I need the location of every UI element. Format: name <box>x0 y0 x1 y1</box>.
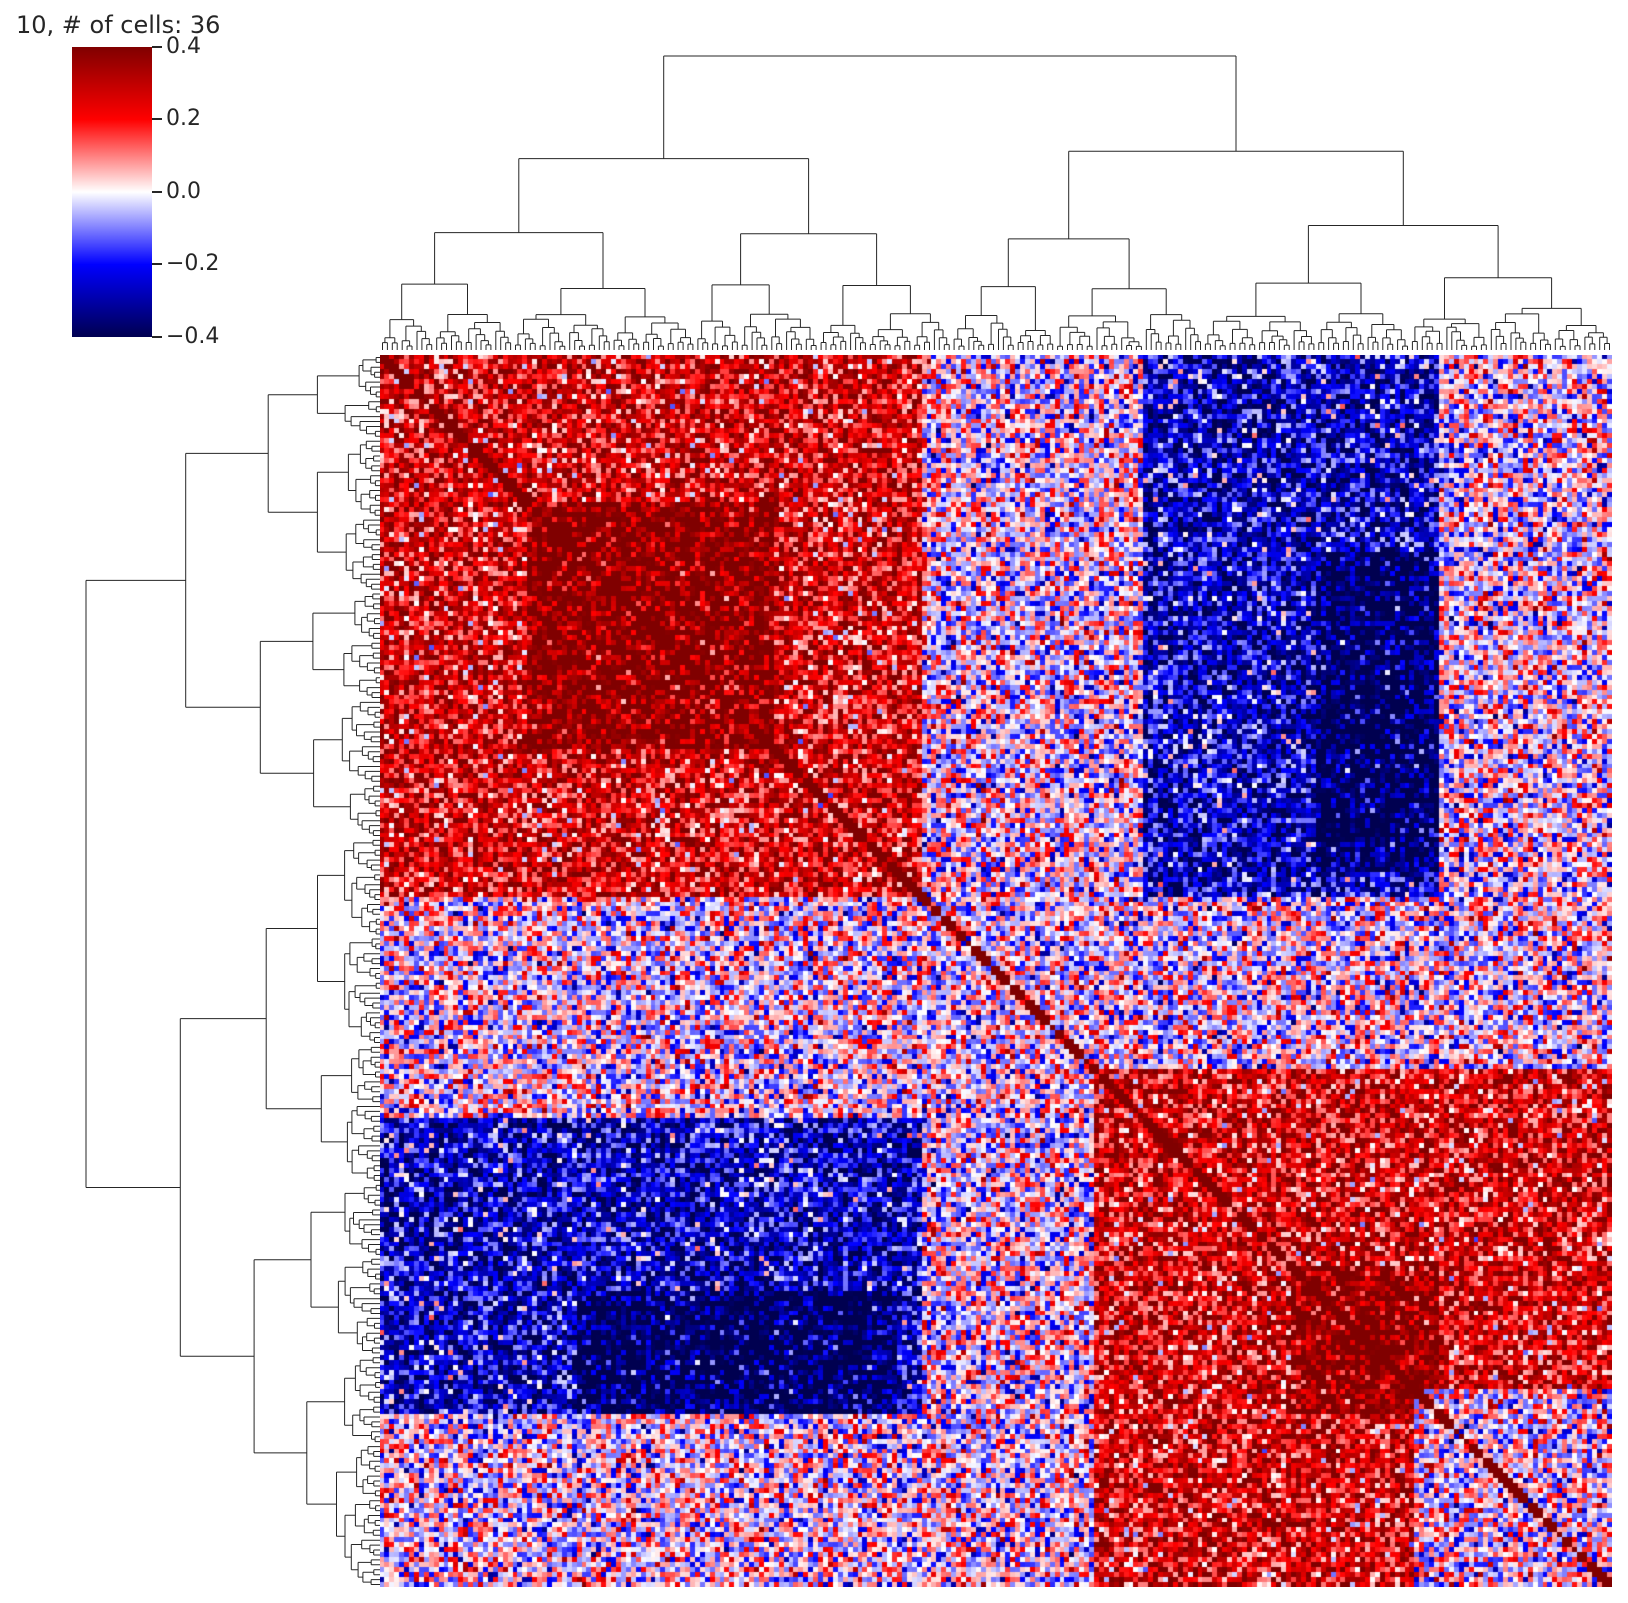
heatmap <box>380 355 1612 1587</box>
colorbar-tick-label: 0.4 <box>166 34 201 59</box>
colorbar <box>72 47 152 337</box>
colorbar-tick <box>152 191 162 193</box>
colorbar-tick-label: −0.4 <box>166 324 220 349</box>
row-dendrogram <box>85 357 380 1585</box>
colorbar-tick <box>152 336 162 338</box>
colorbar-tick <box>152 118 162 120</box>
dendrogram-links <box>382 55 1610 350</box>
colorbar-tick-label: 0.0 <box>166 179 201 204</box>
colorbar-tick-label: −0.2 <box>166 251 220 276</box>
chart-title: 10, # of cells: 36 <box>16 11 221 39</box>
dendrogram-links <box>85 357 380 1585</box>
column-dendrogram <box>382 55 1610 350</box>
colorbar-tick-label: 0.2 <box>166 106 201 131</box>
colorbar-tick <box>152 263 162 265</box>
colorbar-tick <box>152 46 162 48</box>
